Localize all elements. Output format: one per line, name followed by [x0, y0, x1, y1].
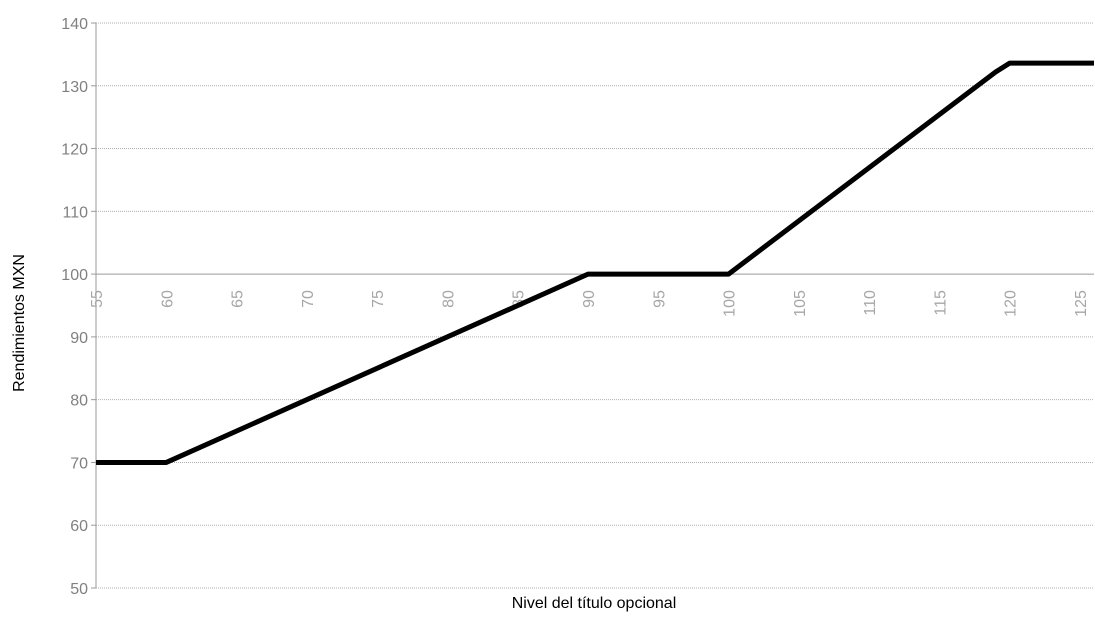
x-tick-labels: 55 60 65 70 75 80 85 90 95 100 105 110 115 120 125	[89, 290, 1090, 317]
x-tick-label: 125	[1073, 290, 1090, 317]
x-tick-label: 105	[792, 290, 809, 317]
y-tick-label: 120	[61, 142, 88, 159]
series-lines	[96, 60, 1094, 465]
x-tick-label: 75	[370, 290, 387, 308]
x-tick-label: 65	[230, 290, 247, 308]
x-tick-label: 60	[159, 290, 176, 308]
x-tick-label: 55	[89, 290, 106, 308]
y-tick-label: 110	[62, 204, 88, 221]
y-axis-label: Rendimientos MXN	[11, 254, 28, 392]
series-line	[96, 60, 1094, 465]
x-tick-label: 115	[932, 290, 949, 316]
x-tick-label: 80	[440, 290, 457, 308]
x-tick-label: 90	[581, 290, 598, 308]
grid-lines	[96, 22, 1094, 589]
x-tick-label: 110	[862, 290, 879, 316]
x-tick-label: 95	[651, 290, 668, 308]
x-tick-label: 100	[722, 290, 739, 317]
y-tick-label: 130	[61, 79, 88, 96]
x-tick-label: 70	[300, 290, 317, 308]
x-tick-label: 120	[1003, 290, 1020, 317]
x-axis-label: Nivel del título opcional	[512, 595, 677, 612]
y-tick-label: 100	[61, 267, 88, 284]
y-tick-label: 90	[70, 330, 88, 347]
y-tick-label: 80	[70, 393, 88, 410]
y-tick-label: 60	[70, 518, 88, 535]
y-tick-label: 140	[61, 16, 88, 33]
y-tick-labels: 50 60 70 80 90 100 110 120 130 140	[61, 16, 88, 598]
y-tick-label: 50	[70, 581, 88, 598]
y-tick-label: 70	[70, 455, 88, 472]
